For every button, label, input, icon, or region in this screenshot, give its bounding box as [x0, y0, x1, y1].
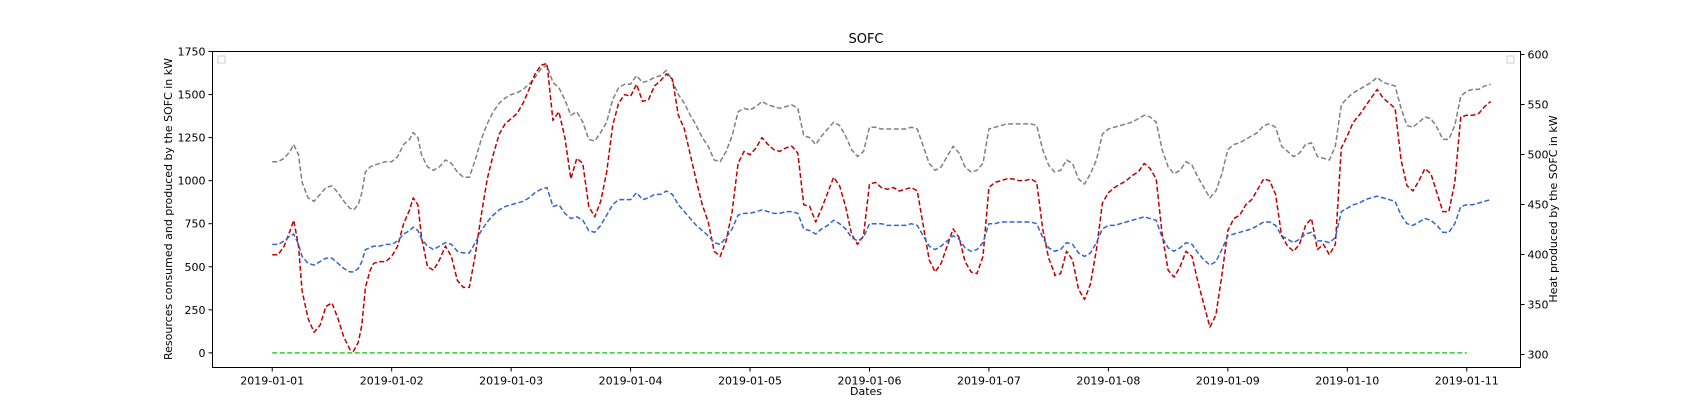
y-axis-left-label: Resources consumed and produced by the S… [162, 58, 175, 360]
y-left-tick-label: 250 [185, 304, 206, 317]
legend-box-right [1506, 55, 1515, 64]
x-tick-label: 2019-01-09 [1196, 375, 1260, 388]
x-tick-label: 2019-01-01 [240, 375, 304, 388]
y-left-tick-label: 750 [185, 218, 206, 231]
y-left-tick-label: 1750 [178, 46, 206, 59]
y-right-tick-label: 400 [1528, 249, 1549, 262]
series-line-2 [272, 62, 1492, 352]
y-axis-right-label: Heat produced by the SOFC in kW [1547, 115, 1560, 302]
y-right-tick-label: 450 [1528, 199, 1549, 212]
x-axis: 2019-01-01 2019-01-02 2019-01-03 2019-01-04… [240, 367, 1499, 388]
y-right-tick-label: 550 [1528, 99, 1549, 112]
chart-title: SOFC [848, 32, 883, 47]
x-axis-label: Dates [850, 385, 882, 398]
x-tick-label: 2019-01-05 [718, 375, 782, 388]
x-tick-label: 2019-01-10 [1315, 375, 1379, 388]
y-axis-right: 300 350 400 450 500 550 600 [1520, 49, 1549, 362]
y-left-tick-label: 1000 [178, 175, 206, 188]
y-left-tick-label: 1500 [178, 89, 206, 102]
x-tick-label: 2019-01-02 [360, 375, 424, 388]
series-layer [272, 62, 1492, 354]
y-left-tick-label: 1250 [178, 132, 206, 145]
legend-box-left [217, 55, 226, 64]
series-line-1 [272, 64, 1491, 211]
y-left-tick-label: 500 [185, 261, 206, 274]
y-left-tick-label: 0 [199, 347, 206, 360]
x-tick-label: 2019-01-04 [599, 375, 663, 388]
y-right-tick-label: 350 [1528, 299, 1549, 312]
y-right-tick-label: 600 [1528, 49, 1549, 62]
plot-area-frame [212, 51, 1521, 368]
y-right-tick-label: 300 [1528, 349, 1549, 362]
series-line-3 [272, 186, 1491, 273]
x-tick-label: 2019-01-07 [957, 375, 1021, 388]
x-tick-label: 2019-01-03 [479, 375, 543, 388]
x-tick-label: 2019-01-06 [838, 375, 902, 388]
y-right-tick-label: 500 [1528, 149, 1549, 162]
x-tick-label: 2019-01-11 [1435, 375, 1499, 388]
y-axis-left: 0 250 500 750 1000 1250 1500 1750 [178, 46, 213, 360]
x-tick-label: 2019-01-08 [1076, 375, 1140, 388]
